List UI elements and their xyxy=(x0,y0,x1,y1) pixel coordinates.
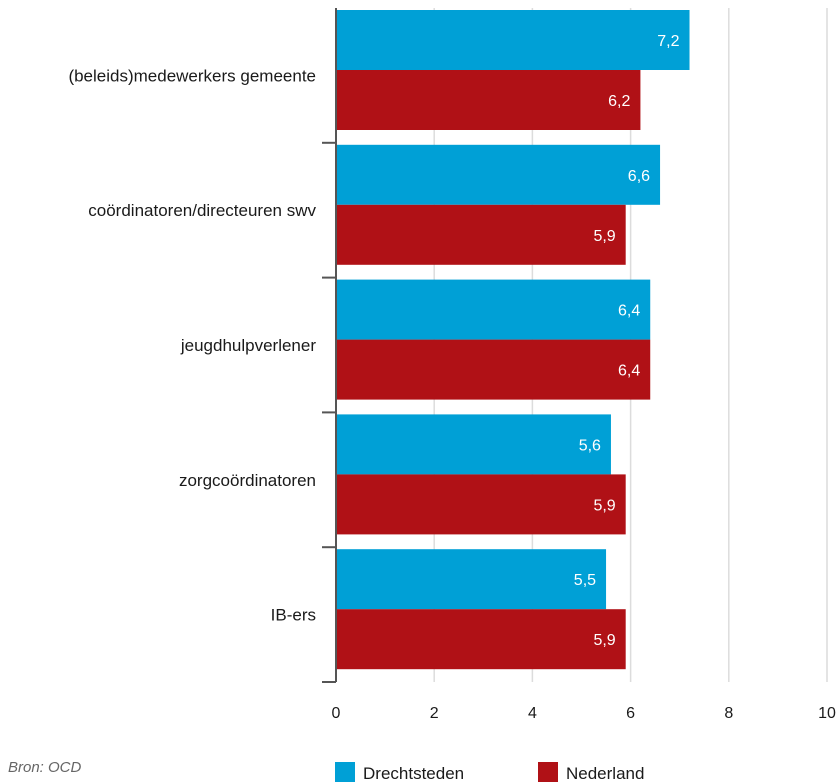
bar-value-label: 6,2 xyxy=(608,93,630,110)
bar-value-label: 6,6 xyxy=(628,168,650,185)
bar-drechtsteden-1 xyxy=(336,144,661,205)
axis-layer xyxy=(322,8,337,683)
bar-value-label: 5,6 xyxy=(579,437,601,454)
legend-swatch-drechtsteden xyxy=(335,762,355,782)
x-tick-label: 10 xyxy=(818,705,836,722)
bar-value-label: 5,5 xyxy=(574,572,596,589)
bar-value-label: 5,9 xyxy=(593,497,615,514)
category-label: (beleids)medewerkers gemeente xyxy=(68,66,316,85)
bar-nederland-1 xyxy=(336,204,626,265)
category-label: jeugdhulpverlener xyxy=(180,336,316,355)
x-tick-label: 6 xyxy=(626,705,635,722)
legend-label-nederland: Nederland xyxy=(566,764,644,783)
x-tick-label: 8 xyxy=(724,705,733,722)
bar-value-label: 5,9 xyxy=(593,632,615,649)
x-tick-label: 4 xyxy=(528,705,537,722)
bar-layer xyxy=(336,10,690,670)
source-note: Bron: OCD xyxy=(8,759,82,776)
bar-value-label: 6,4 xyxy=(618,363,640,380)
bar-drechtsteden-0 xyxy=(336,10,690,70)
legend: Drechtsteden Nederland xyxy=(335,762,644,783)
bar-nederland-0 xyxy=(336,70,641,130)
bar-value-label: 6,4 xyxy=(618,303,640,320)
bar-nederland-2 xyxy=(336,339,651,400)
bar-value-label: 7,2 xyxy=(657,33,679,50)
bar-drechtsteden-2 xyxy=(336,279,651,340)
category-label: coördinatoren/directeuren swv xyxy=(88,201,316,220)
legend-label-drechtsteden: Drechtsteden xyxy=(363,764,464,783)
category-label: IB-ers xyxy=(271,606,316,625)
category-label: zorgcoördinatoren xyxy=(179,471,316,490)
bar-value-label: 5,9 xyxy=(593,228,615,245)
x-tick-label: 0 xyxy=(332,705,341,722)
bar-nederland-3 xyxy=(336,474,626,535)
bar-drechtsteden-3 xyxy=(336,414,611,475)
bar-nederland-4 xyxy=(336,609,626,670)
bar-drechtsteden-4 xyxy=(336,549,607,610)
legend-swatch-nederland xyxy=(538,762,558,782)
label-layer: 7,2 6,2 (beleids)medewerkers gemeente 6,6 5,… xyxy=(68,33,836,722)
x-tick-label: 2 xyxy=(430,705,439,722)
